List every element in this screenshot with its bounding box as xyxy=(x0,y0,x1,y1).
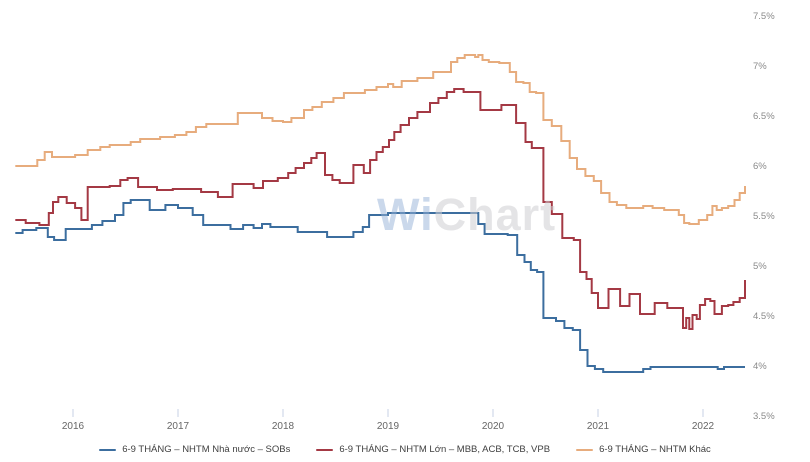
series-line-2 xyxy=(15,54,746,225)
y-axis-label-7%: 7% xyxy=(753,61,767,72)
legend-dash-icon xyxy=(316,448,334,451)
legend-item-2[interactable]: 6-9 THÁNG – NHTM Khác xyxy=(576,444,711,455)
series-line-0 xyxy=(15,199,745,373)
legend-dash-icon xyxy=(99,448,117,451)
y-axis-label-6.5%: 6.5% xyxy=(753,111,775,122)
legend-label: 6-9 THÁNG – NHTM Khác xyxy=(599,444,711,455)
series-line-1 xyxy=(15,88,746,330)
x-axis-label-2021: 2021 xyxy=(586,421,610,432)
x-axis-label-2017: 2017 xyxy=(166,421,190,432)
x-axis-label-2016: 2016 xyxy=(61,421,85,432)
legend-dash-icon xyxy=(576,448,594,451)
x-axis-label-2018: 2018 xyxy=(271,421,295,432)
y-axis-label-4.5%: 4.5% xyxy=(753,311,775,322)
legend-item-0[interactable]: 6-9 THÁNG – NHTM Nhà nước – SOBs xyxy=(99,444,290,455)
y-axis-label-5%: 5% xyxy=(753,261,767,272)
y-axis-label-3.5%: 3.5% xyxy=(753,411,775,422)
y-axis-label-6%: 6% xyxy=(753,161,767,172)
legend-item-1[interactable]: 6-9 THÁNG – NHTM Lớn – MBB, ACB, TCB, VP… xyxy=(316,444,550,455)
y-axis-label-4%: 4% xyxy=(753,361,767,372)
y-axis-label-7.5%: 7.5% xyxy=(753,11,775,22)
legend-label: 6-9 THÁNG – NHTM Lớn – MBB, ACB, TCB, VP… xyxy=(339,444,551,455)
y-axis-label-5.5%: 5.5% xyxy=(753,211,775,222)
legend-label: 6-9 THÁNG – NHTM Nhà nước – SOBs xyxy=(122,444,291,455)
x-axis-label-2020: 2020 xyxy=(481,421,505,432)
x-axis-label-2019: 2019 xyxy=(376,421,400,432)
x-axis-label-2022: 2022 xyxy=(691,421,715,432)
legend: 6-9 THÁNG – NHTM Nhà nước – SOBs 6-9 THÁN… xyxy=(0,444,810,455)
